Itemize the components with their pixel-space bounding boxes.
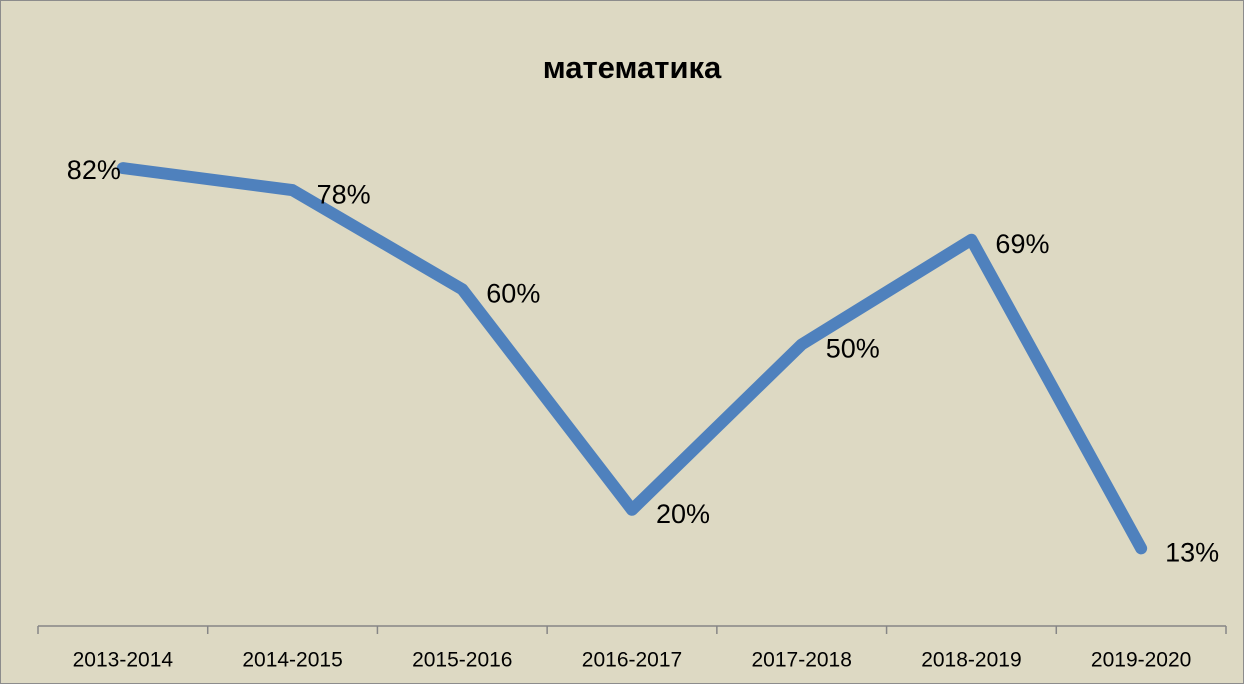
data-label: 13% (1165, 537, 1219, 567)
data-label: 50% (826, 334, 880, 364)
data-label: 69% (995, 229, 1049, 259)
data-label: 82% (67, 155, 121, 185)
chart-title: математика (543, 50, 722, 85)
data-label: 60% (486, 278, 540, 308)
x-tick-label: 2014-2015 (242, 649, 342, 672)
x-tick-label: 2015-2016 (412, 649, 512, 672)
data-line (116, 162, 1148, 555)
x-tick-label: 2018-2019 (921, 649, 1021, 672)
x-tick-label: 2017-2018 (751, 649, 851, 672)
x-tick-label: 2016-2017 (582, 649, 682, 672)
x-tick-label: 2013-2014 (73, 649, 174, 672)
data-label: 78% (317, 179, 371, 209)
x-tick-label: 2019-2020 (1091, 649, 1191, 672)
data-label: 20% (656, 499, 710, 529)
